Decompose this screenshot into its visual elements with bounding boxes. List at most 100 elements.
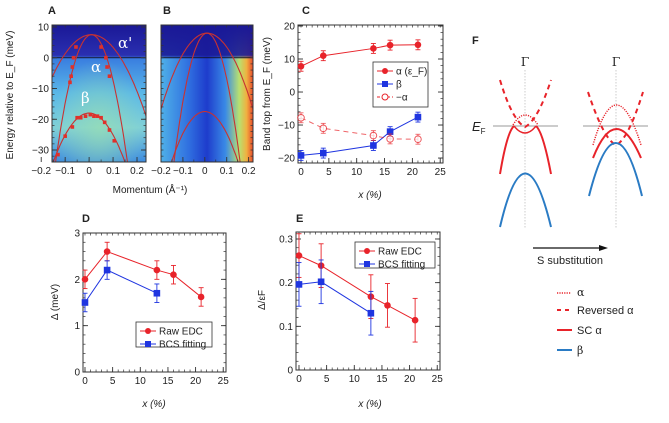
band-data-point <box>112 138 117 143</box>
data-marker-square <box>103 266 111 274</box>
data-marker-open-circle <box>319 124 328 133</box>
reversed-alpha-left <box>499 79 552 129</box>
x-tick-label: −0.2 <box>151 166 171 177</box>
data-marker-open-circle <box>386 135 394 143</box>
data-marker-square <box>382 81 388 87</box>
panel-a-frame <box>51 24 147 163</box>
series-bcs-fitting <box>81 260 161 313</box>
data-marker-open-circle <box>297 113 305 122</box>
x-tick-label: 5 <box>326 167 332 178</box>
x-tick-label: 20 <box>190 376 202 387</box>
band-data-point <box>83 114 88 118</box>
substitution-label: S substitution <box>537 255 603 267</box>
series-line <box>84 250 202 298</box>
x-tick-label: −0.1 <box>173 166 193 177</box>
band-data-point <box>69 74 73 79</box>
x-tick-label: 0 <box>82 376 88 387</box>
panel-a-heatmap <box>52 25 146 162</box>
panel-b-frame <box>160 24 254 163</box>
series-bcs-fitting <box>295 259 375 336</box>
series-line <box>300 117 418 140</box>
panel-b-plot: −0.2 −0.1 0 0.1 0.2 <box>151 24 256 177</box>
beta-left <box>499 172 552 228</box>
data-marker-circle <box>319 52 327 60</box>
y-tick-label: 0 <box>287 366 293 377</box>
data-marker-square <box>145 341 151 347</box>
y-tick-label: 1 <box>74 321 80 332</box>
legend-label: −α <box>396 93 408 104</box>
band-label-beta: β <box>81 89 90 107</box>
legend-label: Raw EDC <box>159 327 203 338</box>
sc-alpha-left <box>499 125 552 175</box>
data-marker-circle <box>384 302 391 309</box>
data-marker-circle <box>197 293 205 301</box>
y-tick-label: 10 <box>284 55 296 66</box>
data-marker-square <box>153 289 161 297</box>
data-marker-circle <box>414 41 422 49</box>
band-data-point <box>104 55 108 60</box>
x-tick-label: 0 <box>86 166 92 177</box>
x-tick-label: 15 <box>162 376 174 387</box>
data-marker-circle <box>295 252 303 259</box>
panel-a-ylabel: Energy relative to E_F (meV) <box>5 31 16 160</box>
y-tick-label: 20 <box>284 21 296 32</box>
panel-d-plot: 0 5 10 15 20 25 0 1 2 3 Raw EDC BCS fitting x (%) Δ (… <box>50 229 229 411</box>
series-line <box>300 116 419 156</box>
x-tick-label: 0.1 <box>106 166 120 177</box>
data-marker-open-circle <box>369 131 378 140</box>
series-line <box>298 281 372 314</box>
x-tick-label: 10 <box>351 167 363 178</box>
data-marker-square <box>386 128 394 135</box>
sc-alpha-right <box>592 128 642 159</box>
band-data-point <box>99 115 103 120</box>
band-curve-α <box>55 34 128 162</box>
panel-c-xlabel: x (%) <box>357 190 381 201</box>
data-marker-circle <box>170 271 177 279</box>
y-tick-label: −10 <box>278 121 295 132</box>
legend-label-reversed-alpha: Reversed α <box>577 305 634 317</box>
panel-a-bands <box>52 34 146 162</box>
data-marker-square <box>364 261 370 267</box>
legend-label-sc-alpha: SC α <box>577 325 602 337</box>
band-data-point <box>68 80 72 85</box>
panel-a-plot: −0.2 −0.1 0 0.1 0.2 10 0 −10 −20 −30 <box>31 22 147 177</box>
alpha-dotted-right <box>592 104 642 146</box>
x-tick-label: 0 <box>296 374 302 385</box>
band-data-point <box>63 134 67 138</box>
data-marker-square <box>370 142 377 149</box>
panel-label-b: B <box>163 5 171 17</box>
y-tick-label: 0.3 <box>279 234 293 245</box>
data-marker-square <box>317 278 325 286</box>
data-marker-square <box>81 299 89 306</box>
x-tick-label: −0.1 <box>55 166 75 177</box>
data-marker-open-circle <box>414 135 422 144</box>
data-marker-circle <box>364 248 370 254</box>
y-tick-label: 0 <box>43 53 49 64</box>
panel-c-ylabel: Band top from E_F (meV) <box>262 37 273 151</box>
x-tick-label: 0 <box>298 167 304 178</box>
fermi-level-label: EF <box>472 119 486 136</box>
data-marker-square <box>367 309 375 317</box>
legend-label: β <box>396 80 402 91</box>
x-tick-label: 25 <box>218 376 230 387</box>
data-marker-circle <box>153 266 161 274</box>
y-tick-label: −30 <box>32 146 49 157</box>
data-marker-circle <box>81 276 89 283</box>
x-tick-label: 25 <box>432 374 444 385</box>
schematic-panel: Γ Γ EF S substitution α Reversed α SC α … <box>472 55 648 357</box>
panel-e-xlabel: x (%) <box>357 399 381 410</box>
x-tick-label: 0.2 <box>130 166 144 177</box>
panel-c-frame <box>297 24 444 164</box>
series-- <box>297 112 422 145</box>
data-marker-circle <box>370 45 377 52</box>
legend-label: Raw EDC <box>378 247 422 258</box>
alpha-dotted-left <box>512 114 539 126</box>
data-marker-circle <box>145 328 151 334</box>
x-tick-label: 20 <box>407 167 419 178</box>
x-tick-label: 15 <box>379 167 391 178</box>
data-marker-open-circle <box>381 93 389 101</box>
band-data-point <box>107 128 112 132</box>
band-data-point <box>70 125 75 129</box>
x-tick-label: 0.2 <box>242 166 256 177</box>
band-data-point <box>107 74 112 79</box>
